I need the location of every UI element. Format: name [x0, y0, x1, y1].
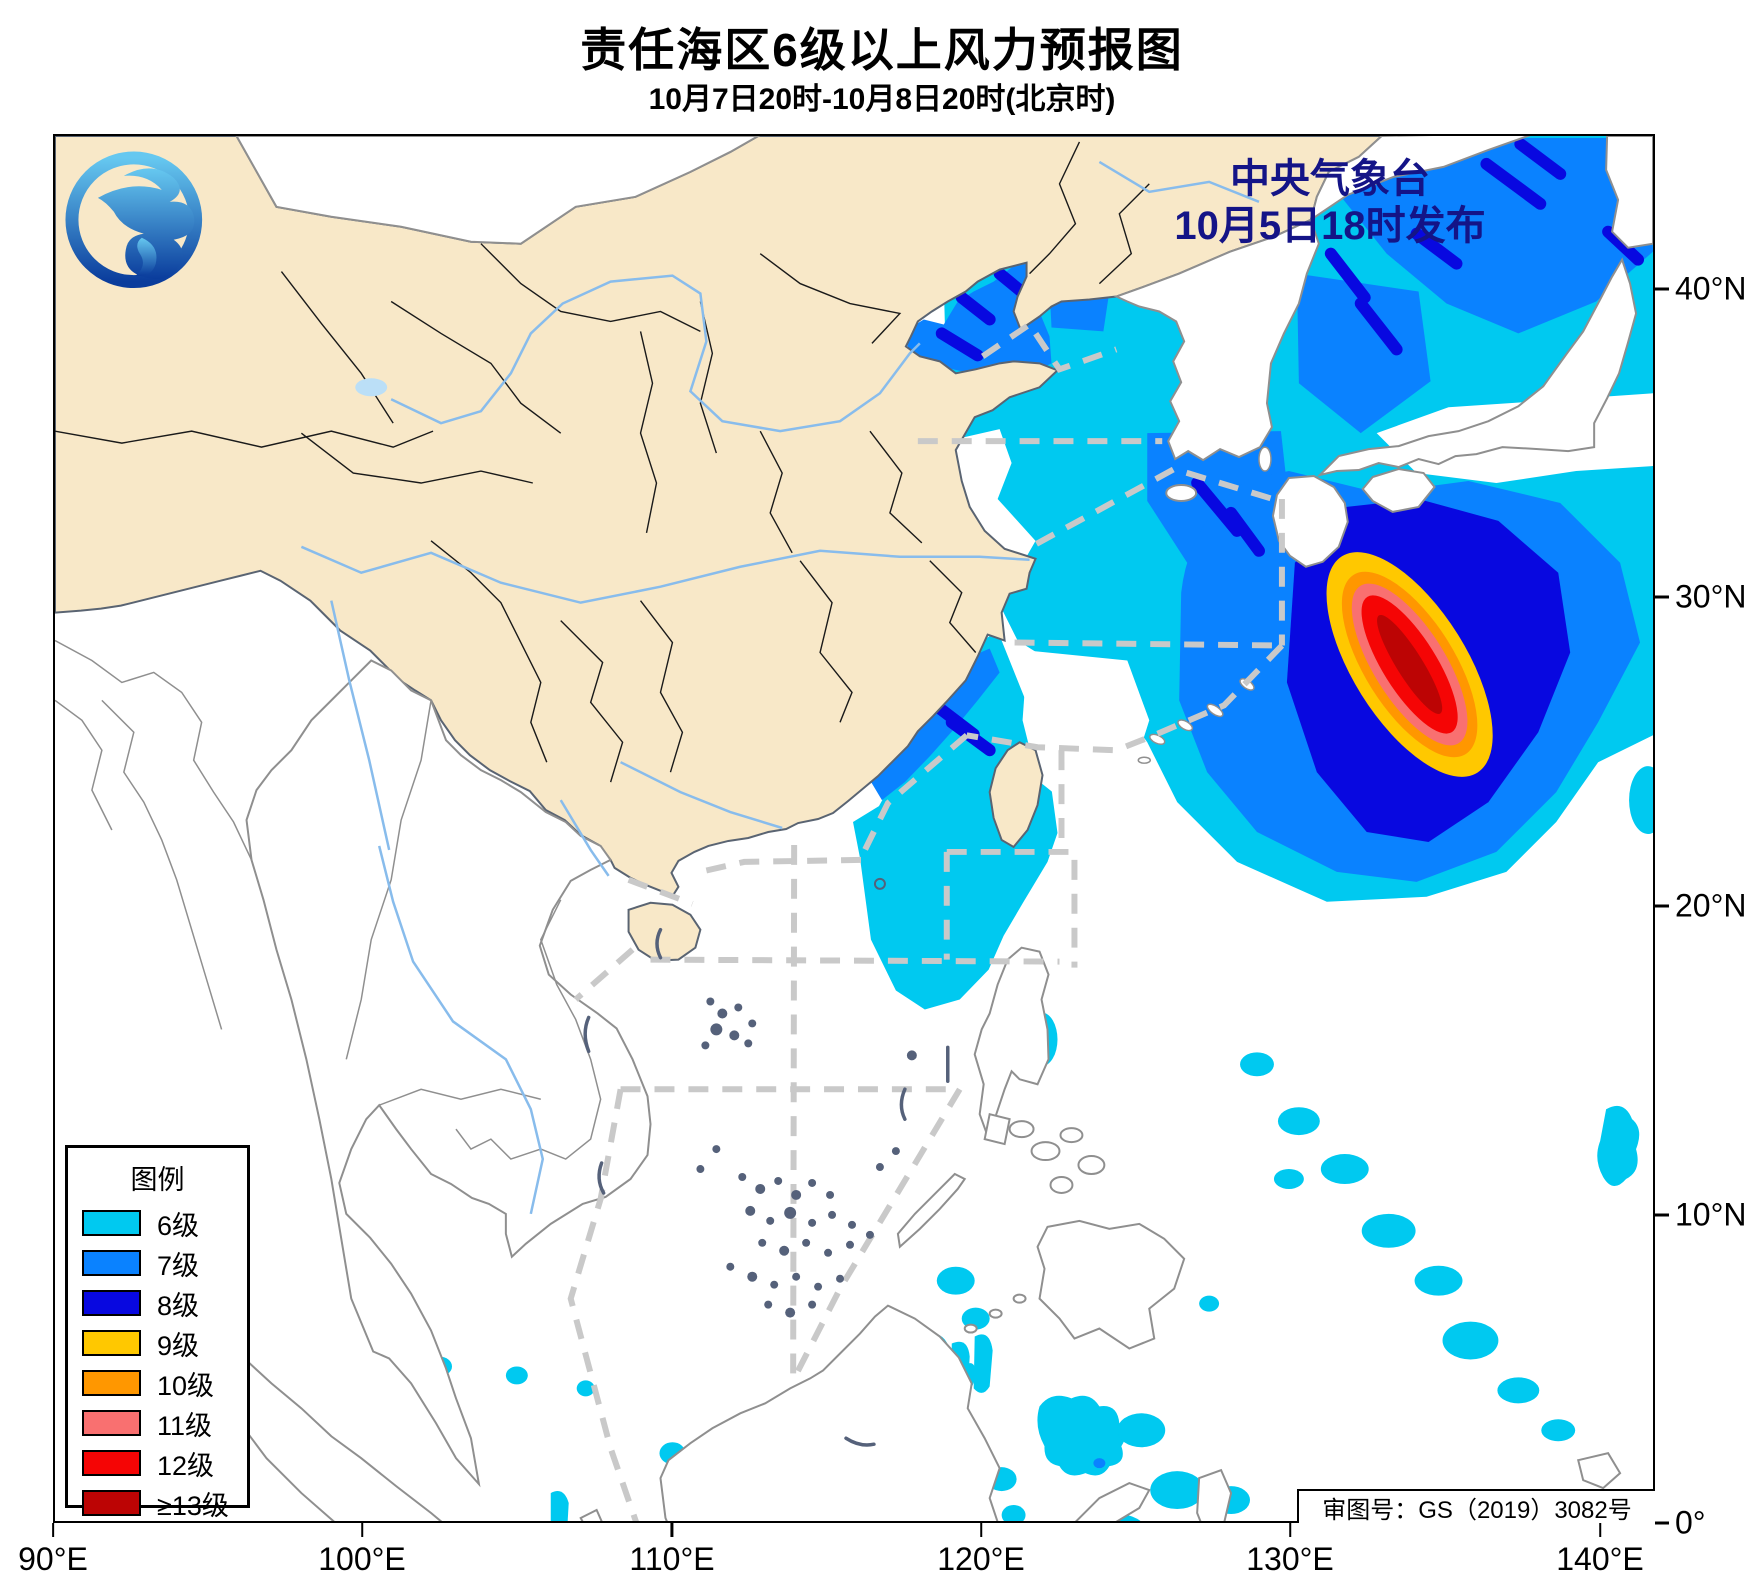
- indochina: [245, 659, 652, 1488]
- jeju-island: [1165, 483, 1198, 502]
- legend-swatch-4: [82, 1330, 141, 1356]
- legend-entry: 10级: [68, 1363, 247, 1403]
- map-svg: [55, 136, 1653, 1521]
- reef-dots: [696, 877, 917, 1318]
- x-tick: 120°E: [937, 1523, 1025, 1578]
- page-subtitle: 10月7日20时-10月8日20时(北京时): [648, 83, 1116, 116]
- y-tick: 20°N: [1655, 888, 1747, 925]
- reef-arcs: [583, 927, 950, 1447]
- hainan-island: [627, 901, 702, 962]
- x-tick: 130°E: [1246, 1523, 1334, 1578]
- legend-swatch-1: [82, 1210, 141, 1236]
- legend-label: 11级: [157, 1410, 213, 1441]
- typhoon-core-rings: [1326, 552, 1493, 777]
- korea-peninsula: [1113, 218, 1320, 462]
- legend-swatch-5: [82, 1370, 141, 1396]
- legend-label: 7级: [157, 1250, 200, 1281]
- legend-label: 9级: [157, 1330, 200, 1361]
- legend-entry: 7级: [68, 1243, 247, 1283]
- legend-swatch-8: [82, 1490, 141, 1516]
- x-tick: 100°E: [318, 1523, 406, 1578]
- south-asia-outlines: [55, 639, 253, 1030]
- province-borders: [55, 141, 1150, 783]
- map-review-note: 审图号：GS（2019）3082号: [1297, 1489, 1655, 1524]
- legend-rows: 6级 7级 8级 9级 10级 11级 12级 ≥13级: [68, 1203, 247, 1523]
- legend-box: 图例 6级 7级 8级 9级 10级 11级 12级 ≥13级: [65, 1145, 250, 1521]
- taiwan-island: [988, 741, 1044, 849]
- legend-label: ≥13级: [157, 1490, 229, 1521]
- rivers: [300, 160, 1260, 1215]
- y-tick: 10°N: [1655, 1197, 1747, 1234]
- mongolia: [235, 136, 761, 245]
- legend-title: 图例: [130, 1165, 185, 1195]
- legend-swatch-3: [82, 1290, 141, 1316]
- legend-entry: 8级: [68, 1283, 247, 1323]
- maritime-sea-islands: [215, 1304, 1652, 1521]
- map-canvas: [53, 134, 1655, 1523]
- x-tick: 140°E: [1556, 1523, 1644, 1578]
- y-tick: 30°N: [1655, 579, 1747, 616]
- legend-swatch-2: [82, 1250, 141, 1276]
- indochina-borders: [345, 700, 602, 1160]
- y-tick: 0°: [1655, 1505, 1706, 1542]
- legend-label: 6级: [157, 1210, 200, 1241]
- philippines: [896, 946, 1186, 1350]
- russia-coast: [1309, 136, 1531, 223]
- legend-swatch-7: [82, 1450, 141, 1476]
- issuer-time: 10月5日18时发布: [1174, 204, 1486, 249]
- legend-entry: 12级: [68, 1443, 247, 1483]
- japan-islands: [1271, 136, 1653, 568]
- qinghai-lake: [355, 378, 388, 397]
- x-tick: 110°E: [629, 1523, 715, 1578]
- map-review-note-text: 审图号：GS（2019）3082号: [1322, 1496, 1632, 1524]
- issuer-annotation: 中央气象台 10月5日18时发布: [1130, 156, 1530, 250]
- x-tick: 90°E: [18, 1523, 88, 1578]
- legend-entry: 9级: [68, 1323, 247, 1363]
- issuer-name: 中央气象台: [1230, 157, 1430, 201]
- legend-label: 10级: [157, 1370, 215, 1401]
- legend-entry: ≥13级: [68, 1483, 247, 1523]
- y-tick: 40°N: [1655, 271, 1747, 308]
- legend-entry: 11级: [68, 1403, 247, 1443]
- legend-label: 8级: [157, 1290, 200, 1321]
- page-title: 责任海区6级以上风力预报图: [580, 24, 1184, 76]
- legend-swatch-6: [82, 1410, 141, 1436]
- tsushima-island: [1258, 446, 1272, 472]
- legend-entry: 6级: [68, 1203, 247, 1243]
- cma-logo-icon: [65, 151, 203, 289]
- legend-label: 12级: [157, 1450, 215, 1481]
